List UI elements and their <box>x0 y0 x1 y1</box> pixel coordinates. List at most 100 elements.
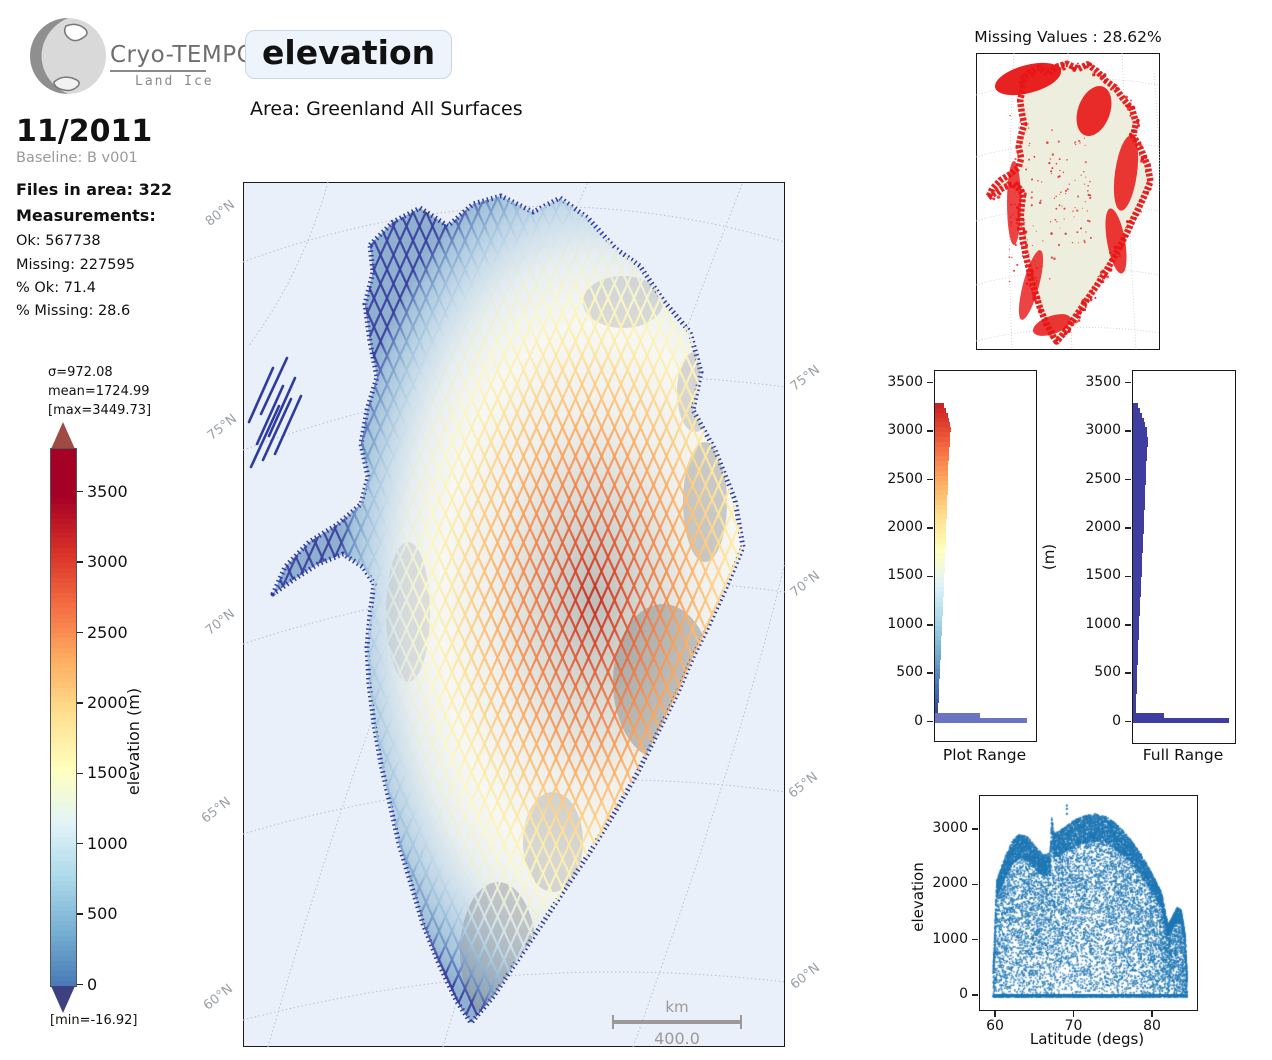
colorbar-segment <box>51 722 76 728</box>
hist-bar <box>935 490 948 496</box>
hist-bar <box>935 674 940 680</box>
colorbar-segment <box>51 513 76 519</box>
hist-bar <box>1133 480 1146 486</box>
colorbar-segment <box>51 553 76 559</box>
hist-bar <box>935 616 943 622</box>
hist-tick-label: 1500 <box>1085 567 1121 584</box>
colorbar-segment <box>51 950 76 956</box>
colorbar-segment <box>51 608 76 613</box>
hist-bar <box>935 417 950 423</box>
hist-bar <box>935 640 942 646</box>
colorbar-segment <box>51 598 76 604</box>
hist-bar <box>935 611 943 617</box>
hist-bar <box>1133 495 1145 500</box>
hist-bar <box>1133 645 1139 651</box>
hist-bar <box>935 567 945 573</box>
colorbar-segment <box>51 881 76 887</box>
hist-bar <box>1133 403 1138 408</box>
scatter-ytick-mark <box>971 883 978 886</box>
hist-bar <box>1133 635 1139 641</box>
hist-bar <box>1133 601 1141 607</box>
hist-bar <box>1133 713 1164 718</box>
hist-bar <box>935 543 946 549</box>
hist-bar <box>1133 650 1138 655</box>
colorbar-segment <box>51 791 76 797</box>
hist-bar <box>1133 412 1142 418</box>
colorbar-segment <box>51 955 76 961</box>
hist-bar <box>1133 611 1140 617</box>
colorbar-segment <box>51 518 76 524</box>
colorbar-tick-label: 2500 <box>87 622 128 642</box>
hist-bar <box>1133 519 1144 525</box>
hist-bar <box>935 538 946 544</box>
colorbar-segment <box>51 732 76 738</box>
hist-bar <box>935 596 944 602</box>
hist-bar <box>935 553 946 559</box>
colorbar-segment <box>51 478 76 484</box>
hist-bar <box>935 717 1028 723</box>
colorbar-segment <box>51 747 76 753</box>
hist-bar <box>935 683 940 689</box>
colorbar-segment <box>51 612 76 618</box>
hist-bar <box>1133 514 1145 520</box>
colorbar-segment <box>51 468 76 474</box>
hist-tick-mark <box>926 478 933 481</box>
hist-bar <box>1133 504 1145 510</box>
hist-bar <box>935 679 940 684</box>
colorbar-segment <box>51 647 76 653</box>
hist-bar <box>935 470 949 476</box>
colorbar-segment <box>51 662 76 668</box>
colorbar-segment <box>51 667 76 673</box>
scatter-ytick-label: 0 <box>959 986 968 1002</box>
hist-bar <box>1133 528 1144 534</box>
colorbar-segment <box>51 652 76 658</box>
full-range-title: Full Range <box>1142 746 1224 764</box>
hist-bar <box>935 669 940 675</box>
lat-label-left-70n: 70°N <box>202 606 238 639</box>
cryo-tempo-logo-icon <box>30 18 106 94</box>
hist-tick-mark <box>926 672 933 675</box>
hist-tick-label: 2000 <box>887 518 923 535</box>
hist-tick-label: 2000 <box>1085 518 1121 535</box>
colorbar-segment <box>51 930 76 936</box>
hist-bar <box>1133 620 1140 626</box>
colorbar-stats: σ=972.08 mean=1724.99 [max=3449.73] <box>48 363 151 421</box>
hist-bar <box>935 451 949 457</box>
hist-bar <box>1133 427 1147 433</box>
lat-label-right-70n: 70°N <box>787 568 823 601</box>
colorbar-segment <box>51 543 76 549</box>
hist-bar <box>1133 688 1137 694</box>
colorbar-segment <box>51 891 76 897</box>
colorbar-segment <box>51 876 76 882</box>
hist-bar <box>1133 582 1141 588</box>
colorbar-segment <box>51 672 76 678</box>
full-range-histogram <box>1132 370 1236 744</box>
hist-bar <box>1133 630 1139 636</box>
hist-bar <box>935 572 945 578</box>
hist-tick-mark <box>1124 381 1131 384</box>
colorbar-tick-label: 0 <box>87 974 98 994</box>
colorbar-segment <box>51 771 76 777</box>
colorbar-tick-mark <box>77 631 83 634</box>
hist-tick-mark <box>1124 624 1131 626</box>
hist-bar <box>1133 708 1136 714</box>
colorbar-segment <box>51 851 76 857</box>
hist-bar <box>935 698 939 704</box>
colorbar-segment <box>51 453 76 459</box>
colorbar-tick-label: 3500 <box>87 481 128 501</box>
hist-bar <box>1133 407 1140 413</box>
colorbar-segment <box>51 523 76 529</box>
colorbar-tick-mark <box>77 772 83 775</box>
minimap-title: Missing Values : 28.62% <box>974 28 1162 46</box>
hist-bar <box>1133 562 1142 568</box>
colorbar-segment <box>51 896 76 902</box>
colorbar-segment <box>51 707 76 713</box>
variable-chip[interactable]: elevation <box>245 30 453 79</box>
hist-bar <box>1133 587 1141 592</box>
colorbar-tick-mark <box>77 702 83 704</box>
hist-bar <box>935 407 947 413</box>
colorbar-under-arrow <box>51 986 75 1013</box>
scalebar-unit: km <box>665 998 688 1016</box>
colorbar-segment <box>51 583 76 589</box>
hist-bar <box>935 533 947 539</box>
